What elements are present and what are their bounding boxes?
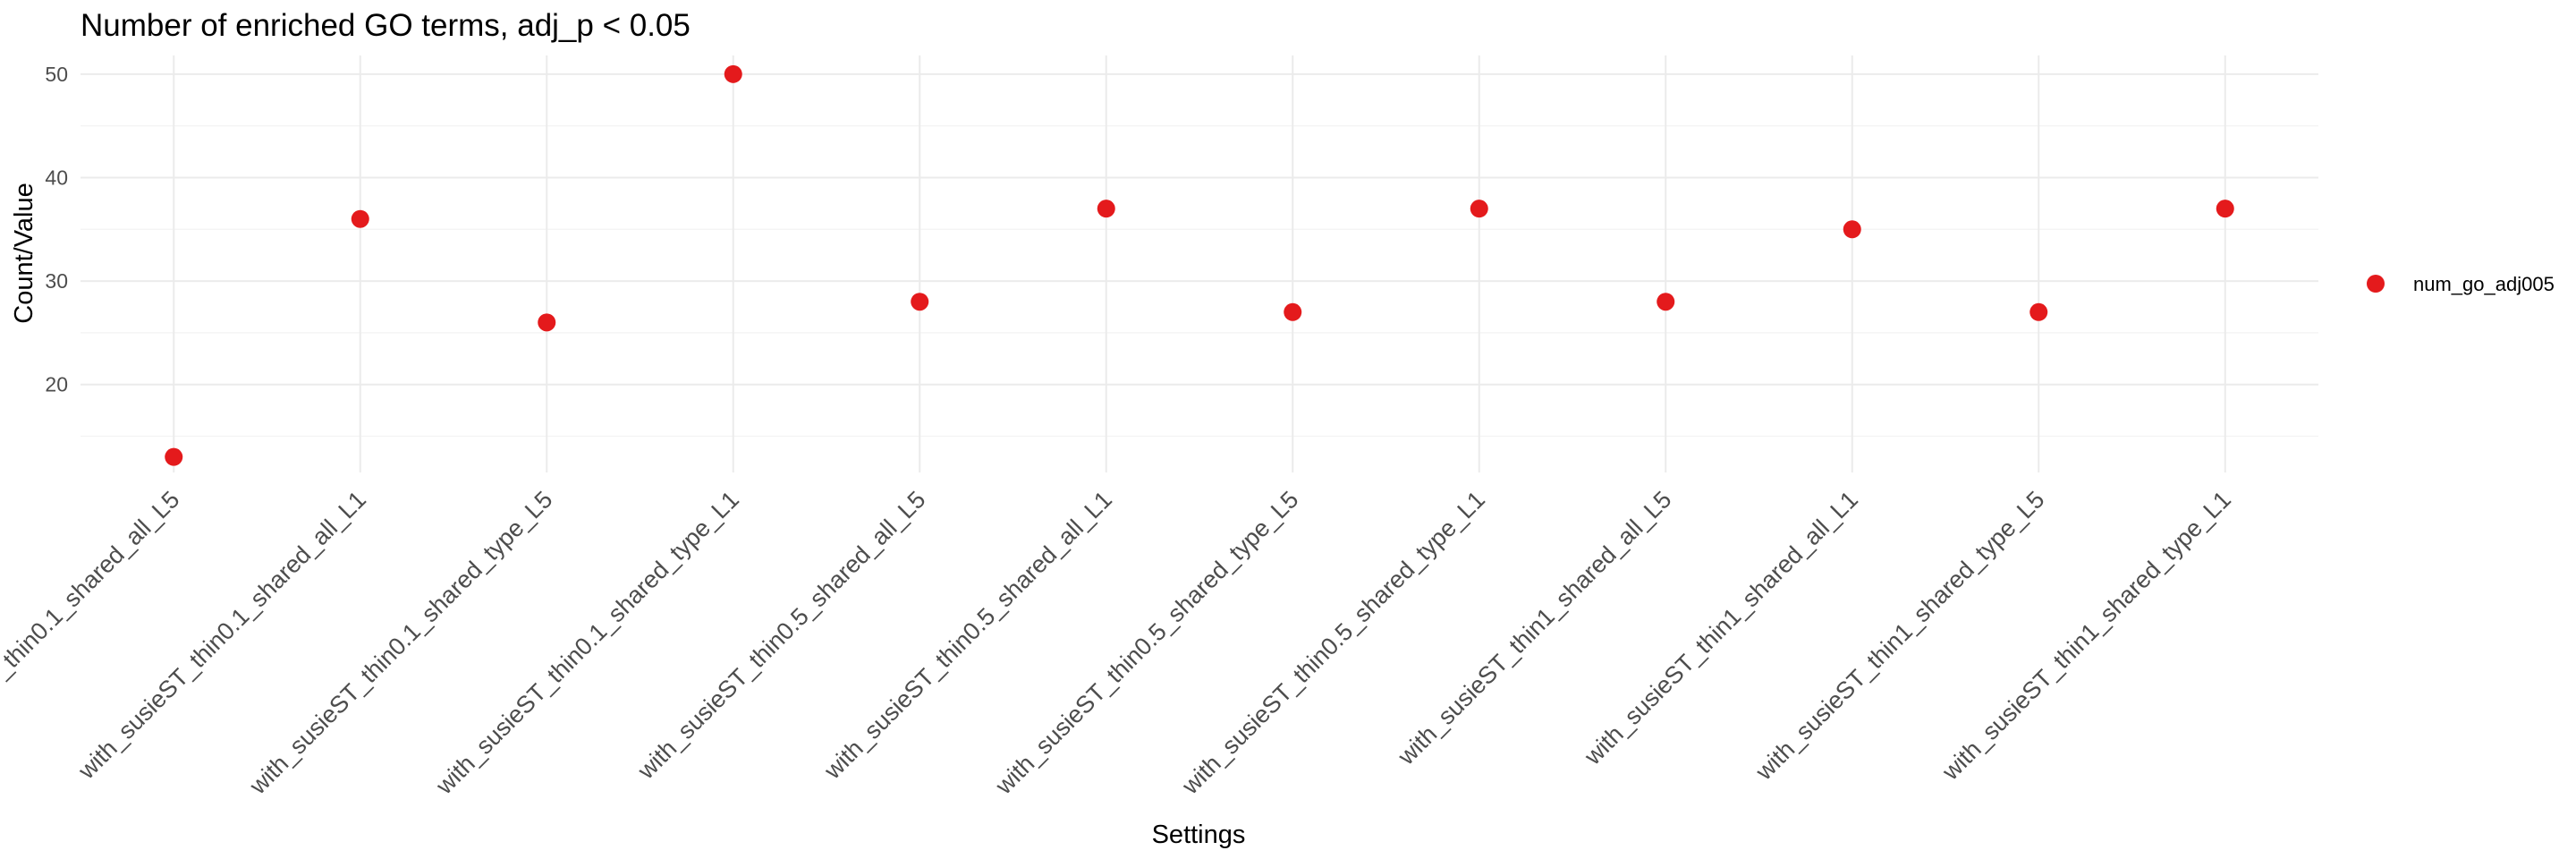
data-point <box>1657 293 1675 311</box>
y-tick-label: 40 <box>45 166 68 189</box>
y-axis-ticks: 20 30 40 50 <box>45 63 68 396</box>
x-tick-label: with_susieST_thin0.5_shared_all_L5 <box>632 486 931 785</box>
x-tick-label: with_susieST_thin0.1_shared_type_L5 <box>244 486 558 800</box>
data-point <box>351 209 369 228</box>
x-tick-label: with_susieST_thin0.1_shared_all_L1 <box>72 486 371 785</box>
chart-title: Number of enriched GO terms, adj_p < 0.0… <box>80 8 691 43</box>
y-tick-label: 20 <box>45 373 68 396</box>
data-points <box>165 64 2234 466</box>
data-point <box>724 64 742 83</box>
x-tick-label: with_susieST_thin0.1_shared_all_L5 <box>0 486 184 785</box>
data-point <box>165 447 183 466</box>
data-point <box>2216 200 2234 218</box>
x-tick-label: with_susieST_thin0.5_shared_type_L1 <box>1176 486 1490 800</box>
data-point <box>911 293 929 311</box>
y-tick-label: 50 <box>45 63 68 86</box>
data-point <box>1843 220 1861 239</box>
data-point <box>1470 200 1488 218</box>
data-point <box>538 313 556 332</box>
x-tick-label: with_susieST_thin0.5_shared_type_L5 <box>990 486 1304 800</box>
legend-label-num_go_adj005: num_go_adj005 <box>2413 273 2555 295</box>
x-tick-label: with_susieST_thin1_shared_type_L5 <box>1750 486 2049 786</box>
grid <box>80 55 2318 472</box>
data-point <box>1284 302 1302 321</box>
x-tick-label: with_susieST_thin0.1_shared_type_L1 <box>430 486 744 800</box>
y-tick-label: 30 <box>45 269 68 293</box>
data-point <box>2029 302 2048 321</box>
x-tick-label: with_susieST_thin0.5_shared_all_L1 <box>818 486 1117 785</box>
legend: num_go_adj005 <box>2367 273 2555 295</box>
x-axis-title: Settings <box>1152 821 1246 849</box>
x-tick-label: with_susieST_thin1_shared_type_L1 <box>1936 486 2236 786</box>
legend-key-num_go_adj005 <box>2367 275 2385 293</box>
y-axis-title: Count/Value <box>10 183 38 323</box>
x-axis-ticks: with_susieST_thin0.1_shared_all_L5with_s… <box>0 486 2236 800</box>
data-point <box>1097 200 1115 218</box>
